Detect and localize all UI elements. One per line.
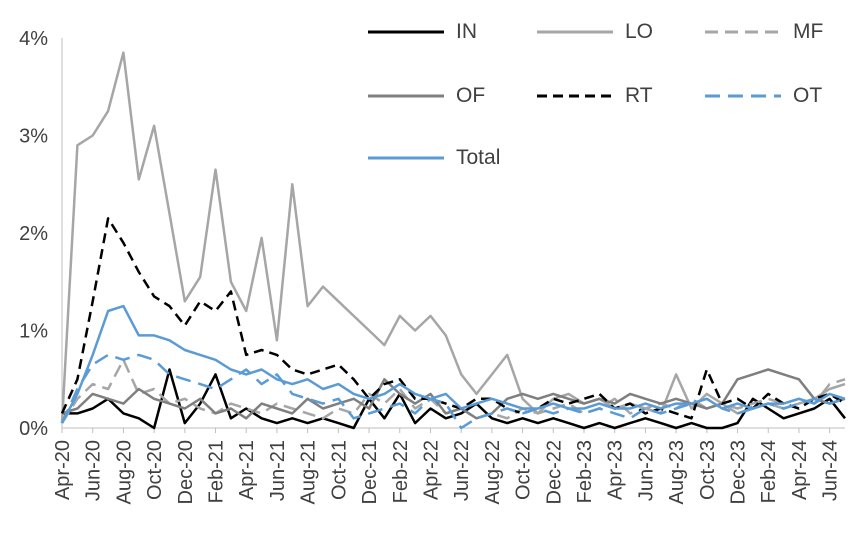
x-tick-label: Apr-21 bbox=[236, 440, 258, 500]
legend-label-of: OF bbox=[456, 84, 486, 107]
y-tick-label: 2% bbox=[19, 223, 48, 245]
x-tick-label: Jun-20 bbox=[83, 440, 105, 501]
x-tick-label: Jun-24 bbox=[820, 440, 842, 501]
x-tick-label: Dec-23 bbox=[728, 440, 750, 504]
x-tick-label: Oct-20 bbox=[144, 440, 166, 500]
series-line-lo bbox=[60, 51, 846, 424]
x-tick-label: Oct-22 bbox=[513, 440, 535, 500]
x-tick-label: Apr-20 bbox=[52, 440, 74, 500]
series-line-ot bbox=[60, 353, 846, 430]
legend-label-in: IN bbox=[456, 20, 477, 43]
x-tick-label: Feb-21 bbox=[206, 440, 228, 503]
legend-entry-of: OF bbox=[368, 84, 485, 108]
legend-line-sample-in bbox=[368, 30, 444, 34]
legend-entry-in: IN bbox=[368, 20, 477, 44]
x-tick-label: Apr-22 bbox=[420, 440, 442, 500]
legend-label-rt: RT bbox=[625, 84, 653, 107]
series-line-total bbox=[60, 304, 846, 424]
x-tick-label: Apr-24 bbox=[789, 440, 811, 500]
x-tick-label: Feb-24 bbox=[758, 440, 780, 503]
legend-entry-mf: MF bbox=[705, 20, 823, 44]
legend-entry-lo: LO bbox=[537, 20, 653, 44]
legend-line-sample-total bbox=[368, 156, 444, 160]
x-tick-label: Feb-23 bbox=[574, 440, 596, 503]
legend-entry-rt: RT bbox=[537, 84, 653, 108]
x-tick-label: Aug-23 bbox=[666, 440, 688, 505]
series-line-of bbox=[61, 368, 846, 420]
x-tick-label: Oct-23 bbox=[697, 440, 719, 500]
x-tick-label: Oct-21 bbox=[328, 440, 350, 500]
y-tick-label: 3% bbox=[19, 126, 48, 148]
legend-line-sample-rt bbox=[537, 94, 613, 98]
x-tick-label: Aug-22 bbox=[482, 440, 504, 505]
x-tick-label: Dec-22 bbox=[543, 440, 565, 504]
legend-label-ot: OT bbox=[793, 84, 823, 107]
x-tick-label: Dec-20 bbox=[175, 440, 197, 504]
legend-line-sample-mf bbox=[705, 30, 781, 34]
x-tick-label: Jun-23 bbox=[635, 440, 657, 501]
x-tick-label: Aug-21 bbox=[298, 440, 320, 505]
x-tick-label: Aug-20 bbox=[113, 440, 135, 505]
legend-entry-total: Total bbox=[368, 146, 500, 170]
x-tick-label: Dec-21 bbox=[359, 440, 381, 504]
legend-line-sample-ot bbox=[705, 94, 781, 98]
series-line-rt bbox=[60, 217, 846, 420]
x-tick-label: Feb-22 bbox=[390, 440, 412, 503]
legend-label-total: Total bbox=[456, 146, 501, 169]
legend-line-sample-of bbox=[368, 94, 444, 98]
legend-entry-ot: OT bbox=[705, 84, 822, 108]
y-tick-label: 0% bbox=[19, 418, 48, 440]
x-tick-label: Jun-22 bbox=[451, 440, 473, 501]
x-tick-label: Apr-23 bbox=[605, 440, 627, 500]
y-tick-label: 4% bbox=[19, 28, 48, 50]
y-tick-label: 1% bbox=[19, 321, 48, 343]
x-tick-label: Jun-21 bbox=[267, 440, 289, 501]
legend-label-lo: LO bbox=[625, 20, 654, 43]
legend-line-sample-lo bbox=[537, 30, 613, 34]
legend-label-mf: MF bbox=[793, 20, 824, 43]
